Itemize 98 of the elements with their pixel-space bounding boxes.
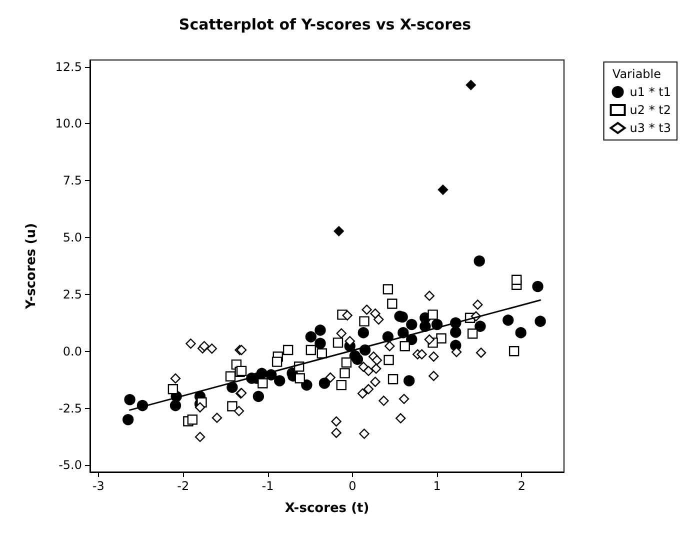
point (512, 274, 522, 285)
point (362, 304, 372, 315)
point (170, 373, 181, 384)
point (340, 368, 350, 378)
y-tick-label: -2.5 (58, 401, 82, 416)
point (382, 284, 394, 294)
point (294, 373, 306, 384)
y-axis-title: Y-scores (u) (24, 223, 39, 310)
point (331, 416, 342, 427)
point (404, 375, 415, 386)
point (372, 355, 382, 366)
legend-title: Variable (612, 67, 662, 81)
point (400, 341, 410, 352)
point (359, 428, 370, 439)
y-tick-label: 10.0 (55, 116, 82, 131)
point (187, 414, 198, 425)
point (359, 316, 370, 326)
point (318, 378, 330, 389)
y-tick-label: -5.0 (58, 458, 82, 472)
point (305, 331, 317, 342)
point (122, 414, 134, 426)
y-tick-label: 5.0 (62, 230, 82, 245)
point (344, 336, 355, 346)
point (314, 324, 326, 336)
point (124, 394, 136, 406)
point (532, 280, 544, 292)
y-tick-label: 2.5 (62, 287, 82, 302)
point (406, 318, 418, 330)
point (428, 351, 439, 362)
point (225, 371, 236, 382)
point (387, 298, 398, 309)
point (358, 327, 369, 338)
point (534, 316, 546, 327)
point (476, 348, 486, 358)
point (420, 320, 431, 332)
point (252, 390, 264, 402)
point (416, 349, 427, 360)
legend-label: u3 * t3 (630, 121, 672, 135)
point (341, 357, 352, 368)
point (334, 226, 344, 236)
point (467, 328, 478, 339)
y-tick-label: 12.5 (55, 60, 82, 74)
x-axis-title: X-scores (t) (284, 501, 370, 516)
point (384, 354, 394, 366)
point (194, 402, 206, 412)
point (472, 300, 483, 310)
point (436, 333, 446, 344)
point (378, 396, 389, 406)
point (428, 310, 438, 320)
x-tick-label: 2 (518, 479, 526, 493)
point (212, 412, 222, 423)
point (272, 356, 282, 367)
point (438, 184, 448, 195)
point (168, 384, 178, 394)
point (316, 348, 328, 359)
point (274, 375, 286, 386)
point (515, 327, 526, 338)
point (331, 428, 342, 438)
point (352, 354, 364, 365)
point (450, 326, 462, 338)
point (194, 432, 206, 442)
point (424, 290, 435, 301)
point (396, 413, 406, 424)
legend-label: u2 * t2 (630, 103, 672, 117)
point (502, 314, 514, 326)
point (186, 338, 196, 349)
point (301, 379, 312, 391)
chart-title: Scatterplot of Y-scores vs X-scores (178, 16, 472, 34)
point (388, 374, 398, 384)
point (428, 370, 439, 382)
legend-label: u1 * t1 (630, 85, 672, 99)
x-tick-label: -2 (177, 479, 190, 493)
point (474, 255, 485, 267)
point (226, 382, 238, 393)
point (363, 384, 374, 394)
point (466, 80, 476, 90)
y-tick-label: 0.0 (62, 344, 82, 358)
point (424, 334, 435, 345)
point (227, 401, 238, 412)
point (508, 346, 520, 356)
point (342, 310, 352, 320)
x-tick-label: -3 (92, 479, 104, 493)
point (234, 406, 244, 416)
point (258, 378, 268, 388)
point (332, 338, 344, 348)
point (398, 394, 410, 404)
x-tick-label: -1 (262, 479, 274, 493)
x-tick-label: 1 (433, 479, 441, 493)
point (474, 320, 486, 332)
point (306, 344, 316, 356)
point (282, 344, 294, 356)
point (357, 388, 368, 399)
point (314, 338, 326, 349)
x-tick-label: 0 (348, 479, 356, 493)
point (336, 380, 346, 390)
point (370, 376, 380, 387)
point (170, 400, 182, 412)
y-tick-label: 7.5 (62, 174, 82, 188)
